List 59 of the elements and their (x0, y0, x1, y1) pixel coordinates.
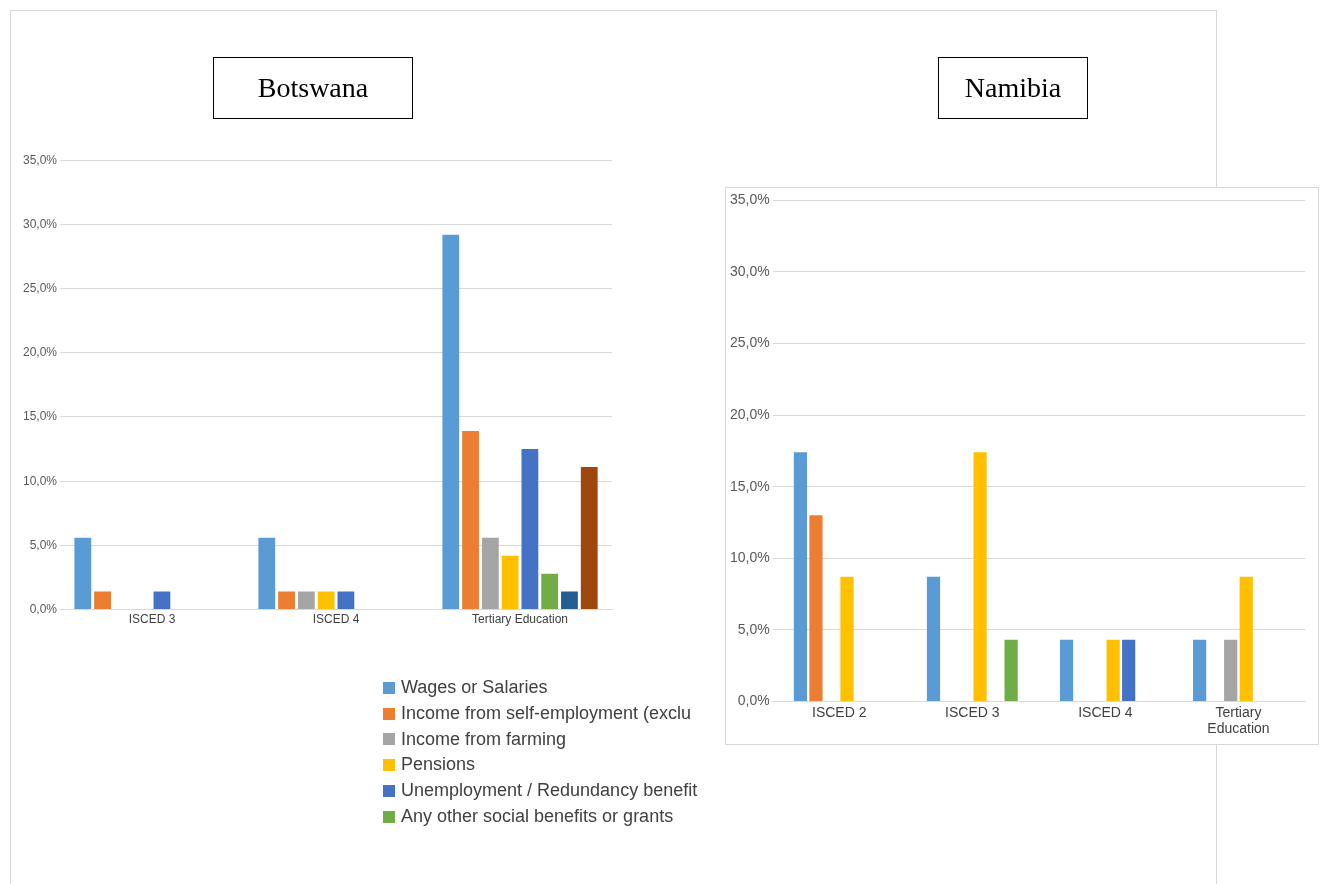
bar (94, 591, 111, 610)
bar (1239, 576, 1253, 701)
bar (580, 467, 598, 610)
x-tick-label: Tertiary Education (1207, 703, 1270, 737)
y-tick-label: 35,0% (729, 191, 770, 208)
y-tick-label: 5,0% (29, 537, 58, 552)
x-tick-label: ISCED 2 (812, 703, 867, 720)
bar (1106, 639, 1120, 701)
bar (297, 591, 315, 610)
y-tick-label: 20,0% (22, 345, 58, 360)
y-tick-label: 10,0% (22, 473, 58, 488)
y-tick-label: 30,0% (729, 262, 770, 279)
bar (153, 591, 171, 610)
x-tick-label: ISCED 4 (312, 612, 360, 627)
legend-label: Unemployment / Redundancy benefit (401, 779, 698, 803)
bar (973, 452, 987, 701)
bar (74, 537, 92, 610)
bar (541, 573, 559, 610)
bar (258, 537, 276, 610)
y-tick-label: 10,0% (729, 549, 770, 566)
bar (561, 591, 578, 610)
legend-label: Pensions (401, 753, 476, 777)
y-tick-label: 15,0% (22, 409, 58, 424)
x-tick-label: ISCED 3 (128, 612, 176, 627)
bar (501, 555, 519, 610)
bar (481, 537, 499, 610)
y-tick-label: 25,0% (22, 280, 58, 295)
bar (278, 591, 295, 610)
x-tick-label: ISCED 4 (1078, 703, 1133, 720)
bar (1004, 639, 1018, 701)
bar (1122, 639, 1136, 701)
legend-label: Any other social benefits or grants (401, 805, 674, 828)
bar (442, 234, 460, 610)
y-tick-label: 35,0% (22, 152, 58, 167)
y-tick-label: 5,0% (737, 620, 770, 637)
y-tick-label: 25,0% (729, 334, 770, 351)
legend-label: Wages or Salaries (401, 676, 548, 699)
bar (809, 515, 823, 701)
chart-title: Botswana (213, 57, 413, 119)
y-tick-label: 30,0% (22, 216, 58, 231)
chart-title: Namibia (938, 57, 1088, 119)
bar (926, 576, 941, 701)
x-tick-label: ISCED 3 (945, 703, 1000, 720)
legend-label: Income from self-employment (exclu (401, 701, 692, 725)
bar (521, 449, 539, 610)
legend-label: Income from farming (401, 727, 567, 751)
y-tick-label: 0,0% (29, 601, 58, 616)
bar (1224, 639, 1238, 701)
y-tick-label: 20,0% (729, 405, 770, 422)
y-tick-label: 15,0% (729, 477, 770, 494)
y-tick-label: 0,0% (737, 692, 770, 709)
bar (462, 431, 479, 610)
bar (1059, 639, 1074, 701)
bar (840, 576, 854, 701)
bar (1193, 639, 1207, 701)
x-tick-label: Tertiary Education (471, 612, 569, 627)
bar (317, 591, 335, 610)
bar (337, 591, 355, 610)
bar (793, 452, 808, 701)
